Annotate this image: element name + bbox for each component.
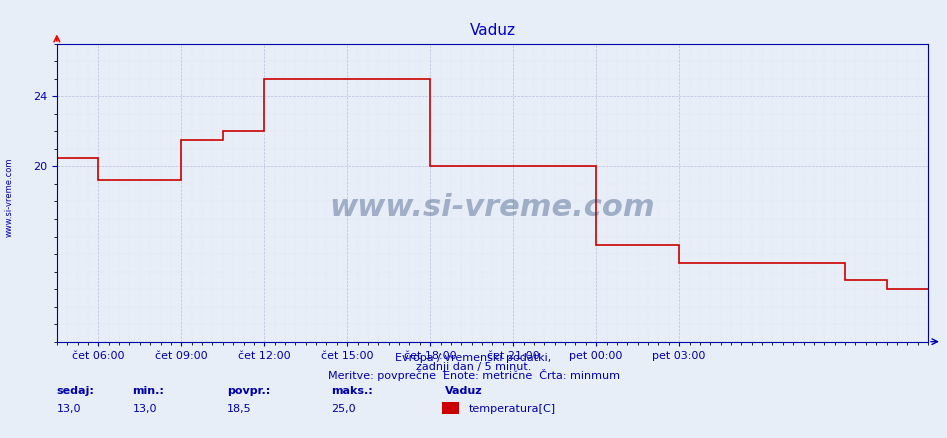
Text: temperatura[C]: temperatura[C] — [469, 404, 556, 414]
Text: maks.:: maks.: — [331, 386, 373, 396]
Text: 25,0: 25,0 — [331, 404, 356, 414]
Text: 18,5: 18,5 — [227, 404, 252, 414]
Text: Evropa / vremenski podatki,: Evropa / vremenski podatki, — [396, 353, 551, 364]
Text: www.si-vreme.com: www.si-vreme.com — [5, 157, 14, 237]
Text: 13,0: 13,0 — [133, 404, 157, 414]
Text: 13,0: 13,0 — [57, 404, 81, 414]
Text: povpr.:: povpr.: — [227, 386, 271, 396]
Text: www.si-vreme.com: www.si-vreme.com — [330, 193, 655, 222]
Text: sedaj:: sedaj: — [57, 386, 95, 396]
Title: Vaduz: Vaduz — [470, 24, 515, 39]
Text: min.:: min.: — [133, 386, 165, 396]
Text: Meritve: povprečne  Enote: metrične  Črta: minmum: Meritve: povprečne Enote: metrične Črta:… — [328, 369, 619, 381]
Text: Vaduz: Vaduz — [445, 386, 483, 396]
Text: zadnji dan / 5 minut.: zadnji dan / 5 minut. — [416, 362, 531, 372]
